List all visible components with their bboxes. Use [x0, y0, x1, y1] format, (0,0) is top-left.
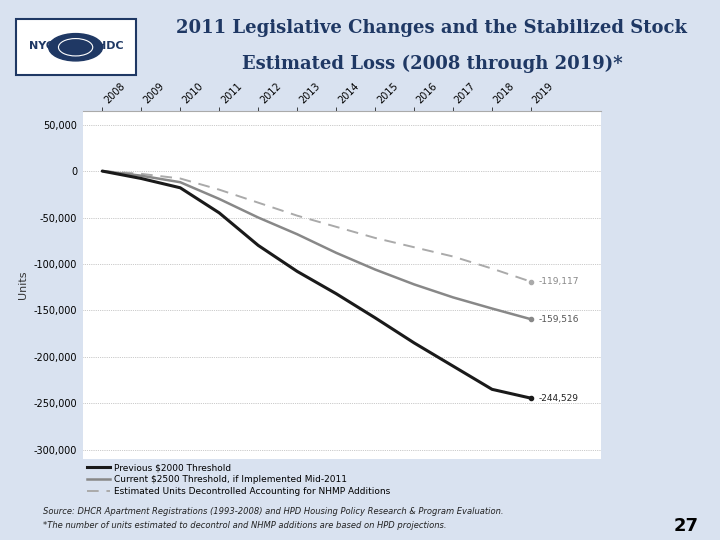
Text: 2011 Legislative Changes and the Stabilized Stock: 2011 Legislative Changes and the Stabili… — [176, 19, 688, 37]
Text: -119,117: -119,117 — [539, 277, 580, 286]
Text: HDC: HDC — [96, 41, 123, 51]
Text: *The number of units estimated to decontrol and NHMP additions are based on HPD : *The number of units estimated to decont… — [43, 521, 446, 530]
Text: NYC: NYC — [29, 41, 54, 51]
Text: Source: DHCR Apartment Registrations (1993-2008) and HPD Housing Policy Research: Source: DHCR Apartment Registrations (19… — [43, 507, 504, 516]
Text: 27: 27 — [673, 517, 698, 535]
Text: -159,516: -159,516 — [539, 315, 580, 324]
Y-axis label: Units: Units — [18, 271, 28, 299]
Text: Estimated Loss (2008 through 2019)*: Estimated Loss (2008 through 2019)* — [242, 55, 622, 73]
Legend: Previous $2000 Threshold, Current $2500 Threshold, if Implemented Mid-2011, Esti: Previous $2000 Threshold, Current $2500 … — [87, 463, 391, 496]
FancyBboxPatch shape — [16, 19, 135, 75]
Circle shape — [49, 33, 102, 61]
Text: -244,529: -244,529 — [539, 394, 579, 403]
